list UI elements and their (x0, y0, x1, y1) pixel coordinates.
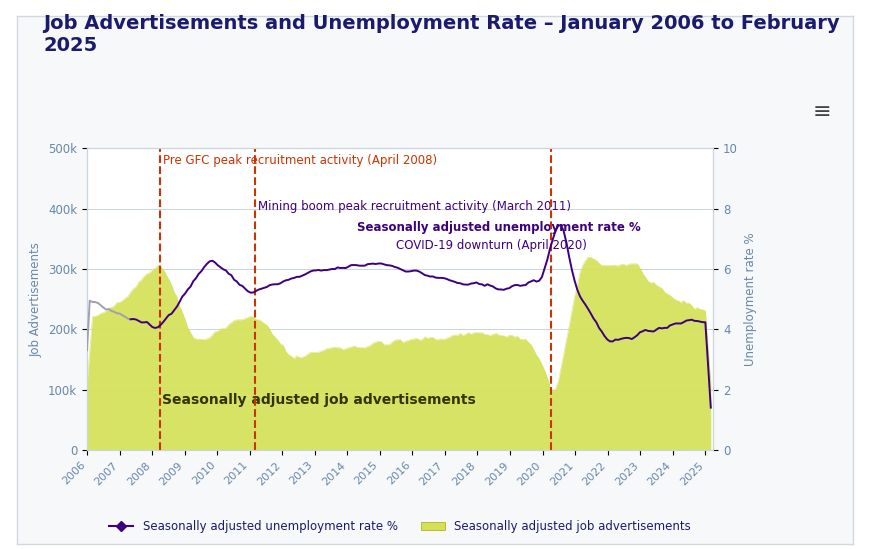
Text: Seasonally adjusted unemployment rate %: Seasonally adjusted unemployment rate % (356, 221, 640, 234)
Text: ≡: ≡ (812, 102, 831, 121)
Text: COVID-19 downturn (April 2020): COVID-19 downturn (April 2020) (395, 239, 587, 252)
Text: Pre GFC peak recruitment activity (April 2008): Pre GFC peak recruitment activity (April… (163, 154, 437, 167)
Text: Mining boom peak recruitment activity (March 2011): Mining boom peak recruitment activity (M… (258, 200, 571, 212)
Y-axis label: Unemployment rate %: Unemployment rate % (743, 232, 756, 366)
Legend: Seasonally adjusted unemployment rate %, Seasonally adjusted job advertisements: Seasonally adjusted unemployment rate %,… (104, 515, 695, 537)
Text: Job Advertisements and Unemployment Rate – January 2006 to February
2025: Job Advertisements and Unemployment Rate… (43, 14, 839, 55)
Text: Seasonally adjusted job advertisements: Seasonally adjusted job advertisements (162, 393, 475, 407)
Y-axis label: Job Advertisements: Job Advertisements (30, 242, 43, 357)
